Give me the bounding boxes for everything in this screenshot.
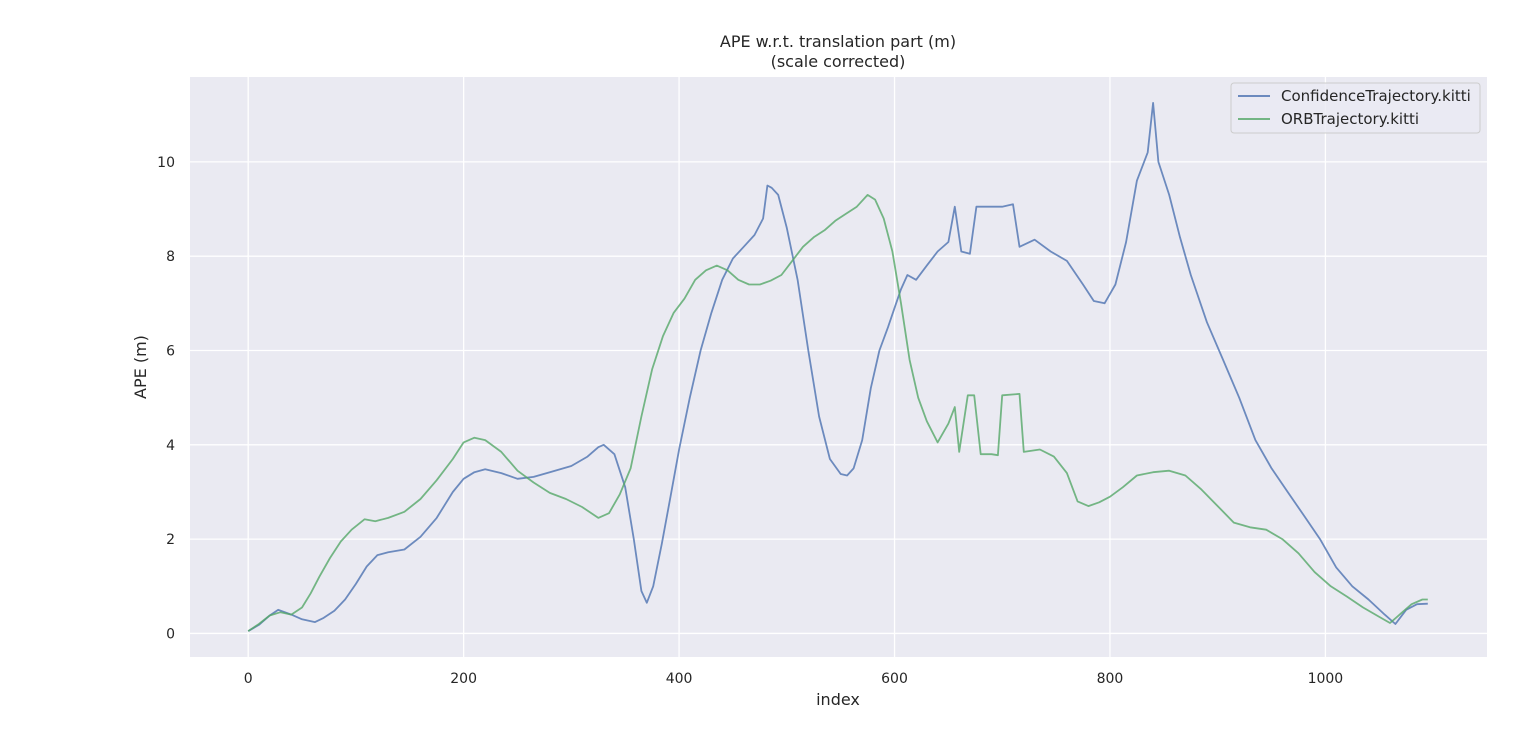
y-tick-label: 10 xyxy=(157,155,175,171)
legend-box xyxy=(1230,82,1481,134)
chart-subtitle: (scale corrected) xyxy=(771,52,906,71)
legend-label-orb: ORBTrajectory.kitti xyxy=(1281,110,1419,128)
x-tick-label: 600 xyxy=(881,671,908,687)
x-tick-label: 0 xyxy=(244,671,253,687)
series-line-confidence xyxy=(247,102,1428,632)
chart-title: APE w.r.t. translation part (m) xyxy=(720,32,956,51)
series-line-orb xyxy=(247,193,1428,632)
x-tick-labels: 0 200 400 600 800 1000 xyxy=(244,671,1344,687)
x-tick-label: 200 xyxy=(450,671,477,687)
grid xyxy=(190,77,1487,657)
y-axis-label: APE (m) xyxy=(131,335,150,399)
y-tick-label: 2 xyxy=(166,532,175,548)
y-tick-label: 4 xyxy=(166,438,175,454)
x-tick-label: 400 xyxy=(666,671,693,687)
plot-background xyxy=(190,77,1487,657)
x-axis-label: index xyxy=(816,690,860,709)
y-tick-label: 8 xyxy=(166,249,175,265)
y-tick-label: 0 xyxy=(166,626,175,642)
series-layer xyxy=(247,102,1428,632)
y-tick-labels: 0 2 4 6 8 10 xyxy=(157,155,175,643)
x-tick-label: 800 xyxy=(1097,671,1124,687)
legend-label-confidence: ConfidenceTrajectory.kitti xyxy=(1281,87,1471,105)
legend: ConfidenceTrajectory.kitti ORBTrajectory… xyxy=(1230,82,1481,134)
y-tick-label: 6 xyxy=(166,343,175,359)
x-tick-label: 1000 xyxy=(1308,671,1344,687)
